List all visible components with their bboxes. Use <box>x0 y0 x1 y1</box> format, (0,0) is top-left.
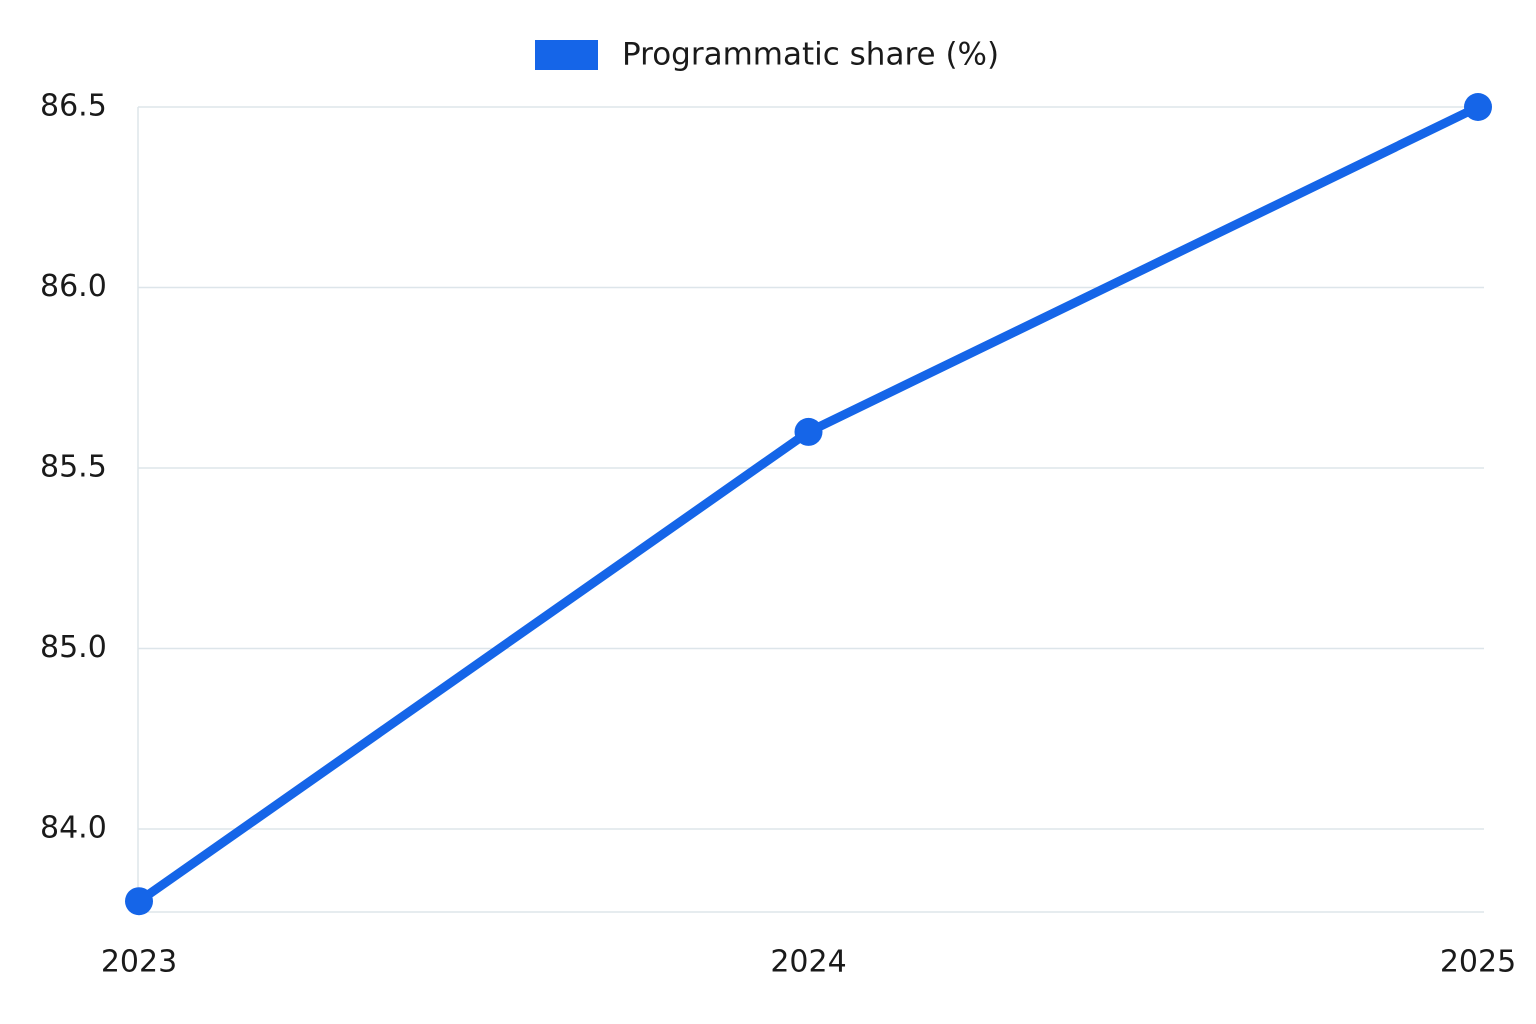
y-tick-label: 84.0 <box>40 811 107 846</box>
y-tick-label: 86.0 <box>40 269 107 304</box>
legend-label: Programmatic share (%) <box>622 37 999 73</box>
x-tick-label: 2024 <box>770 945 846 980</box>
y-tick-label: 85.0 <box>40 630 107 665</box>
x-tick-label: 2023 <box>101 945 177 980</box>
data-point <box>125 887 153 916</box>
y-tick-label: 86.5 <box>40 89 107 124</box>
x-tick-label: 2025 <box>1440 945 1516 980</box>
legend-swatch <box>535 40 598 70</box>
data-point <box>1464 93 1492 121</box>
y-tick-label: 85.5 <box>40 450 107 485</box>
data-line <box>136 102 1480 905</box>
data-point <box>794 417 823 446</box>
